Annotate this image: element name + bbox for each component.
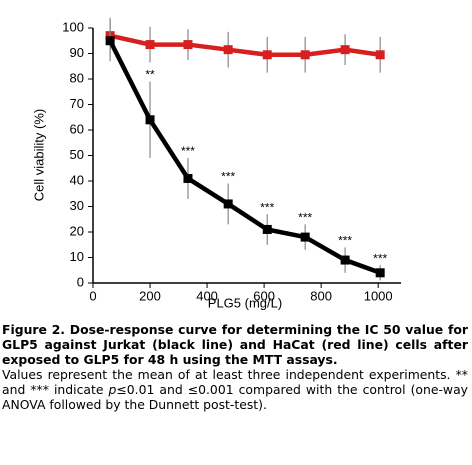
y-tick-label: 100	[62, 19, 84, 34]
x-tick-label: 200	[139, 288, 161, 303]
caption: Figure 2. Dose-response curve for determ…	[2, 322, 468, 412]
significance-label: ***	[221, 170, 235, 184]
marker	[223, 199, 233, 209]
marker	[375, 268, 385, 278]
marker	[183, 173, 193, 183]
x-tick-label: 0	[89, 288, 96, 303]
y-tick-label: 10	[70, 249, 84, 264]
marker	[262, 50, 272, 60]
caption-text: p	[108, 382, 117, 397]
caption-body: Values represent the mean of at least th…	[2, 367, 468, 412]
x-axis-label: PLG5 (mg/L)	[208, 295, 282, 310]
significance-label: **	[145, 68, 155, 82]
marker	[145, 115, 155, 125]
marker	[340, 45, 350, 55]
marker	[300, 232, 310, 242]
significance-label: ***	[373, 251, 387, 265]
series-line	[109, 33, 381, 58]
marker	[375, 50, 385, 60]
y-tick-label: 0	[77, 274, 84, 289]
y-tick-label: 20	[70, 223, 84, 238]
y-tick-label: 40	[70, 172, 84, 187]
marker	[340, 255, 350, 265]
marker	[223, 45, 233, 55]
y-tick-label: 90	[70, 45, 84, 60]
y-tick-label: 70	[70, 96, 84, 111]
marker	[300, 50, 310, 60]
marker	[145, 40, 155, 50]
x-tick-label: 1000	[364, 288, 393, 303]
y-tick-label: 60	[70, 121, 84, 136]
significance-label: ***	[338, 233, 352, 247]
y-tick-label: 30	[70, 198, 84, 213]
x-tick-label: 400	[196, 288, 218, 303]
marker	[183, 40, 193, 50]
caption-text: ≤0.01 and ≤0.001 compared with the contr…	[2, 382, 468, 412]
significance-label: ***	[298, 211, 312, 225]
x-tick-label: 800	[310, 288, 332, 303]
significance-label: ***	[260, 200, 274, 214]
y-axis-label: Cell viability (%)	[31, 109, 46, 201]
y-tick-label: 50	[70, 147, 84, 162]
significance-label: ***	[181, 144, 195, 158]
chart: Cell viability (%) PLG5 (mg/L) 0 10 20 30 40…	[31, 17, 401, 310]
marker	[262, 224, 272, 234]
y-tick-label: 80	[70, 70, 84, 85]
caption-title: Figure 2. Dose-response curve for determ…	[2, 322, 468, 367]
x-tick-label: 600	[253, 288, 275, 303]
caption-text: Values represent the mean of at least th…	[2, 367, 468, 397]
marker	[105, 36, 115, 46]
series-line	[108, 39, 381, 275]
